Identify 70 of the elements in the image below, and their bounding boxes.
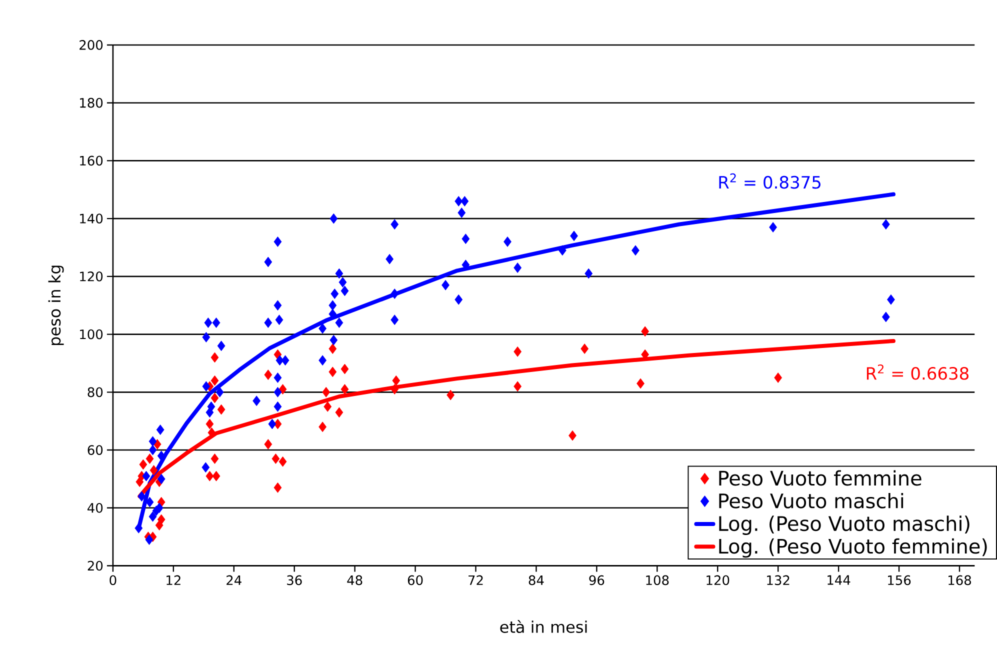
y-tick-label: 180: [80, 98, 103, 108]
point: [136, 476, 144, 488]
point: [568, 430, 576, 441]
point: [392, 376, 400, 386]
point: [774, 372, 782, 384]
point: [278, 456, 287, 467]
point: [390, 384, 399, 395]
point: [340, 364, 349, 374]
x-tick-label: 72: [468, 575, 483, 586]
point: [210, 376, 219, 386]
y-tick-label: 140: [80, 214, 103, 224]
x-tick-label: 108: [646, 575, 669, 586]
x-tick-label: 0: [110, 575, 116, 586]
y-tick-label: 80: [88, 387, 103, 398]
x-tick-label: 48: [347, 575, 362, 586]
x-tick-label: 36: [287, 575, 302, 586]
x-tick-label: 96: [589, 575, 604, 586]
point: [328, 366, 337, 378]
y-tick-label: 120: [80, 272, 103, 282]
point: [264, 439, 272, 450]
point: [328, 344, 337, 354]
legend-label: Log. (Peso Vuoto femmine): [719, 538, 987, 558]
point: [514, 381, 522, 392]
point: [446, 390, 455, 400]
y-tick-label: 100: [80, 330, 103, 340]
y-tick-label: 40: [88, 503, 103, 513]
y-tick-label: 60: [88, 445, 103, 456]
x-tick-label: 24: [226, 575, 242, 586]
x-axis-title: età in mesi: [500, 620, 587, 634]
point: [580, 344, 589, 354]
x-tick-label: 60: [408, 575, 423, 586]
annotation: R$^{2}$ = 0.6638: [866, 364, 968, 380]
point: [146, 454, 154, 464]
x-tick-label: 144: [828, 575, 850, 585]
point: [322, 387, 330, 398]
point: [206, 418, 214, 430]
legend-label: Peso Vuoto femmine: [719, 470, 922, 486]
x-tick-label: 156: [888, 575, 911, 586]
point: [636, 378, 644, 389]
point: [318, 422, 327, 432]
x-tick-label: 132: [767, 575, 790, 586]
point: [157, 514, 166, 525]
point: [217, 404, 226, 415]
x-tick-label: 120: [706, 575, 730, 586]
x-tick-label: 168: [948, 575, 972, 586]
point: [210, 352, 219, 363]
point: [272, 454, 280, 464]
annotation: R$^{2}$ = 0.8375: [719, 174, 820, 189]
point: [139, 459, 148, 470]
point: [278, 384, 287, 395]
point: [335, 407, 344, 418]
point: [150, 465, 158, 476]
point: [514, 346, 522, 357]
x-tick-label: 12: [166, 575, 180, 586]
y-tick-label: 160: [80, 156, 103, 166]
legend-label: Log. (Peso Vuoto maschi): [719, 516, 970, 536]
point: [212, 471, 220, 482]
point: [210, 392, 219, 404]
x-tick-label: 84: [528, 575, 544, 586]
y-tick-label: 200: [80, 40, 103, 50]
point: [274, 482, 282, 493]
legend-label: Peso Vuoto maschi: [719, 493, 904, 509]
point: [340, 384, 349, 395]
point: [324, 402, 332, 412]
point: [210, 454, 219, 464]
y-axis-title: peso in kg: [48, 266, 64, 346]
point: [641, 326, 650, 337]
point: [206, 471, 214, 482]
y-tick-label: 20: [88, 560, 103, 571]
point: [264, 370, 272, 380]
